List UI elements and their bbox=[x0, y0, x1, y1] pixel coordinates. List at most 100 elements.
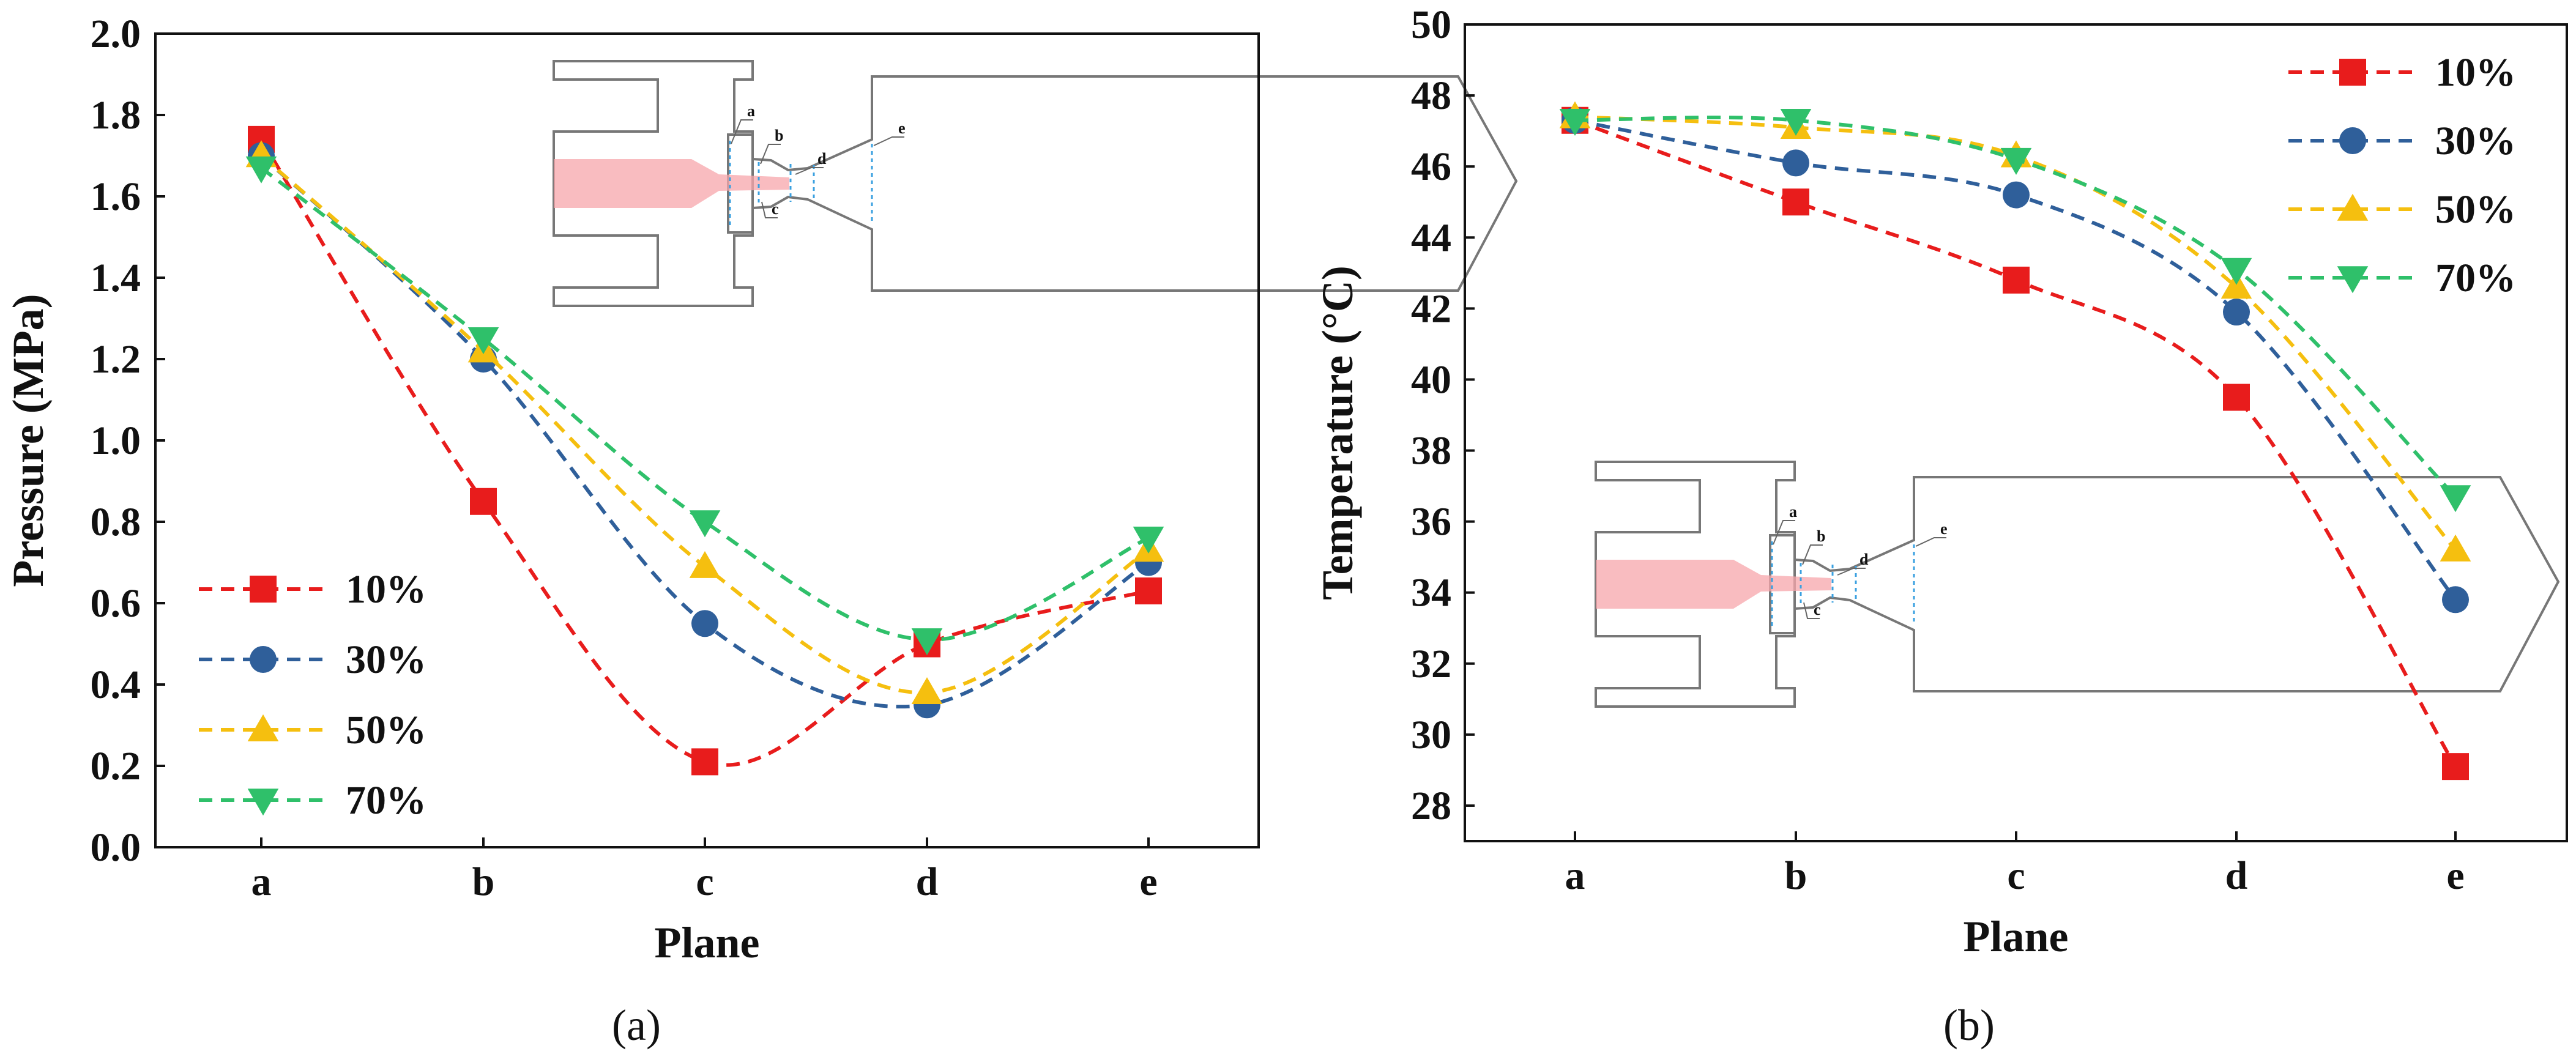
x-tick-label: c bbox=[2007, 853, 2025, 898]
x-tick-label: d bbox=[2225, 853, 2248, 898]
data-point-30%-c bbox=[2003, 181, 2030, 209]
y-tick-label: 0.8 bbox=[91, 500, 141, 544]
temperature-chart: a b d c e 28 30 32 34 36 38 40 42 44 46 48 50 a b c d e Plane T… bbox=[1313, 2, 2568, 1050]
plane-leader-0 bbox=[731, 119, 753, 144]
mixing-chamber-outline bbox=[727, 75, 1518, 292]
plane-label-d: d bbox=[1859, 551, 1869, 568]
x-tick-label: b bbox=[1785, 853, 1807, 898]
legend-marker-10% bbox=[2339, 59, 2366, 86]
legend-label-30%: 30% bbox=[346, 637, 426, 682]
y-tick-label: 30 bbox=[1411, 713, 1451, 757]
plane-label-a: a bbox=[1789, 503, 1797, 521]
legend-marker-30% bbox=[250, 646, 277, 673]
y-tick-label: 44 bbox=[1411, 215, 1451, 260]
x-tick-label: b bbox=[472, 859, 495, 904]
y-tick-label: 38 bbox=[1411, 429, 1451, 473]
nozzle-body-outline bbox=[1595, 461, 1796, 708]
data-point-10%-e bbox=[2442, 753, 2469, 781]
data-point-50%-d bbox=[911, 677, 943, 704]
y-tick-label: 1.2 bbox=[91, 337, 141, 382]
y-tick-label: 36 bbox=[1411, 500, 1451, 544]
plane-leader-1 bbox=[760, 144, 781, 165]
y-tick-label: 46 bbox=[1411, 144, 1451, 189]
series-line-50% bbox=[1574, 114, 2457, 551]
plane-leader-1 bbox=[1802, 544, 1823, 565]
mixing-chamber-outline bbox=[1769, 476, 2560, 692]
data-point-70%-a bbox=[1559, 109, 1591, 136]
series-line-30% bbox=[1574, 118, 2457, 601]
data-point-30%-d bbox=[2223, 299, 2250, 326]
legend: 10% 30% 50% 70% bbox=[2288, 50, 2516, 300]
data-point-70%-c bbox=[2000, 147, 2032, 175]
plane-leader-2 bbox=[795, 167, 824, 175]
data-point-50%-d bbox=[2220, 272, 2252, 299]
data-point-70%-a bbox=[245, 156, 277, 184]
y-tick-label: 0.0 bbox=[91, 825, 141, 870]
y-tick-label: 34 bbox=[1411, 571, 1451, 615]
plane-leader-4 bbox=[873, 136, 904, 146]
x-tick-label: a bbox=[1565, 853, 1585, 898]
x-axis-title: Plane bbox=[1964, 912, 2069, 961]
legend-marker-50% bbox=[2337, 193, 2369, 221]
x-axis-title: Plane bbox=[655, 918, 760, 967]
plane-label-b: b bbox=[775, 127, 783, 144]
data-point-70%-d bbox=[911, 628, 943, 656]
y-tick-label: 0.2 bbox=[91, 744, 141, 789]
data-point-70%-c bbox=[689, 510, 721, 538]
y-tick-label: 50 bbox=[1411, 2, 1451, 47]
nozzle-body-outline bbox=[553, 60, 754, 307]
legend-label-30%: 30% bbox=[2435, 119, 2516, 163]
y-tick-label: 1.0 bbox=[91, 418, 141, 463]
legend-label-10%: 10% bbox=[2435, 50, 2516, 95]
plane-leader-4 bbox=[1915, 537, 1946, 547]
legend-label-10%: 10% bbox=[346, 567, 426, 612]
y-tick-label: 42 bbox=[1411, 286, 1451, 331]
legend-label-50%: 50% bbox=[2435, 187, 2516, 232]
plane-label-c: c bbox=[1814, 601, 1821, 618]
data-point-30%-e bbox=[2442, 586, 2469, 614]
data-point-70%-d bbox=[2220, 258, 2252, 285]
data-point-10%-c bbox=[2003, 266, 2030, 294]
x-tick-label: a bbox=[251, 859, 272, 904]
legend-marker-50% bbox=[247, 714, 279, 741]
y-tick-label: 1.4 bbox=[91, 256, 141, 300]
y-tick-label: 28 bbox=[1411, 784, 1451, 828]
y-tick-label: 32 bbox=[1411, 642, 1451, 686]
y-tick-label: 2.0 bbox=[91, 12, 141, 56]
series-line-70% bbox=[1574, 115, 2457, 499]
legend-label-70%: 70% bbox=[346, 778, 426, 823]
nozzle-schematic: a b d c e bbox=[1595, 461, 2560, 708]
data-point-70%-e bbox=[1133, 526, 1164, 554]
data-point-70%-b bbox=[1780, 109, 1812, 136]
y-tick-label: 48 bbox=[1411, 73, 1451, 118]
series-line-10% bbox=[259, 138, 1149, 767]
data-point-10%-d bbox=[2223, 384, 2250, 411]
legend-marker-70% bbox=[2337, 266, 2369, 294]
pressure-chart: a b d c e 0.0 0.2 0.4 0.6 0.8 1.0 1.2 1.4 1.6 1.8 2.0 a b… bbox=[4, 12, 1518, 1050]
plane-label-c: c bbox=[772, 200, 779, 218]
plane-leader-2 bbox=[1837, 568, 1866, 576]
panel-label: (a) bbox=[612, 1001, 661, 1050]
y-tick-label: 1.8 bbox=[91, 93, 141, 138]
legend-marker-30% bbox=[2339, 127, 2366, 154]
legend-marker-10% bbox=[250, 576, 277, 603]
data-point-50%-c bbox=[689, 551, 721, 578]
legend-label-70%: 70% bbox=[2435, 256, 2516, 300]
x-tick-label: c bbox=[696, 859, 713, 904]
data-point-70%-e bbox=[2440, 485, 2471, 513]
x-tick-label: e bbox=[1139, 859, 1157, 904]
y-axis-title: Temperature (°C) bbox=[1313, 265, 1362, 600]
plane-leader-3 bbox=[1803, 602, 1820, 619]
plane-label-d: d bbox=[817, 150, 827, 168]
plane-label-b: b bbox=[1817, 527, 1825, 545]
y-tick-label: 40 bbox=[1411, 357, 1451, 402]
legend: 10% 30% 50% 70% bbox=[199, 567, 426, 823]
x-tick-label: e bbox=[2446, 853, 2464, 898]
jet-plume bbox=[554, 159, 789, 208]
data-point-10%-b bbox=[1782, 188, 1809, 216]
y-tick-label: 0.4 bbox=[91, 662, 141, 707]
y-tick-label: 0.6 bbox=[91, 581, 141, 626]
plane-label-e: e bbox=[1940, 520, 1948, 538]
data-point-30%-b bbox=[1782, 149, 1809, 177]
